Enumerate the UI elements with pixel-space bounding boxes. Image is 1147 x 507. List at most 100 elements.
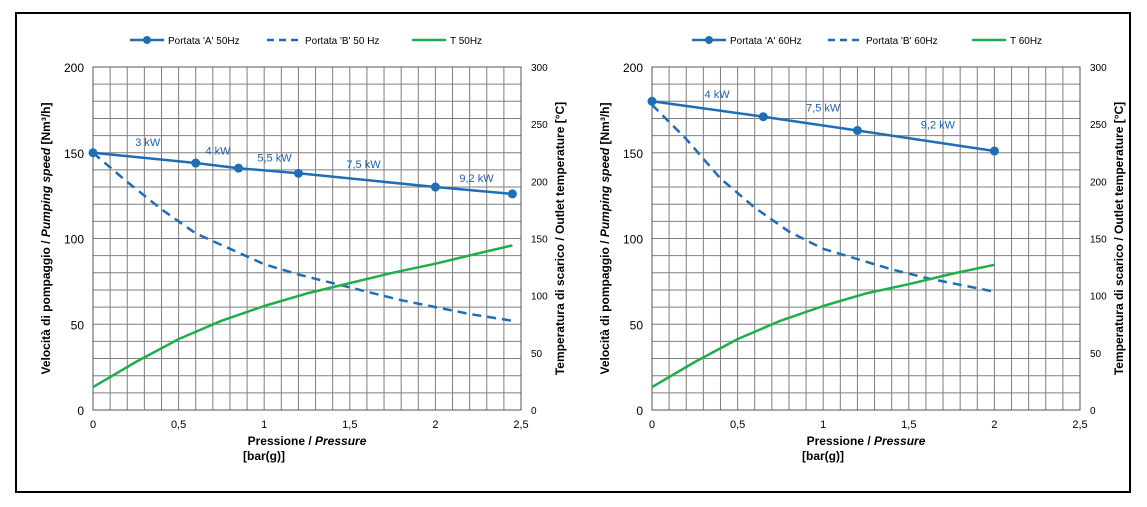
- y-right-axis-label: Temperatura di scarico / Outlet temperat…: [1112, 102, 1126, 375]
- power-annotation: 7,5 kW: [346, 159, 381, 171]
- y-left-axis-label-unit: [Nm³/h]: [598, 102, 612, 147]
- chart-panel-2: 0 0,5 1 1,5 2 2,50501001502000501001502002503…: [598, 36, 1126, 463]
- x-axis-label-italic: Pressure: [315, 434, 367, 448]
- series-marker: [507, 189, 517, 199]
- power-annotation: 7,5 kW: [806, 103, 841, 115]
- y-right-tick-label: 150: [531, 235, 548, 246]
- series-line-3: [651, 263, 995, 389]
- y-right-tick-label: 300: [531, 63, 548, 74]
- series-marker: [234, 163, 244, 173]
- x-axis-label-main: Pressione /: [807, 434, 874, 448]
- legend-label: Portata 'A' 50Hz: [168, 36, 240, 47]
- legend-item: Portata 'B' 60Hz: [828, 36, 938, 47]
- y-left-tick-label: 0: [77, 404, 84, 418]
- series-line-2: [651, 103, 995, 293]
- power-annotation: 9,2 kW: [459, 173, 494, 185]
- y-right-tick-label: 200: [1090, 177, 1107, 188]
- y-right-tick-label: 300: [1090, 63, 1107, 74]
- x-axis-label-main: Pressione /: [248, 434, 315, 448]
- x-tick-label: 0,5: [171, 419, 186, 431]
- plot-border: [651, 66, 1081, 411]
- series-marker: [852, 125, 862, 135]
- x-tick-label: 0: [649, 419, 655, 431]
- x-tick-label: 2: [991, 419, 997, 431]
- power-annotation: 3 kW: [135, 137, 161, 149]
- x-tick-label: 1: [261, 419, 267, 431]
- y-right-tick-label: 0: [531, 406, 537, 417]
- x-axis-label: Pressione / Pressure: [248, 434, 367, 448]
- legend-item: Portata 'B' 50 Hz: [267, 36, 379, 47]
- x-axis-unit: [bar(g)]: [243, 449, 285, 463]
- y-left-axis-label: Velocità di pompaggio / Pumping speed [N…: [598, 102, 612, 374]
- y-left-tick-label: 150: [64, 147, 84, 161]
- y-left-axis-label: Velocità di pompaggio / Pumping speed [N…: [39, 102, 53, 374]
- legend-item: T 50Hz: [412, 36, 482, 47]
- legend-label: Portata 'B' 50 Hz: [305, 36, 379, 47]
- series-2: [92, 151, 513, 323]
- legend-label: Portata 'A' 60Hz: [730, 36, 802, 47]
- series-3: [92, 244, 513, 389]
- y-right-tick-label: 200: [531, 177, 548, 188]
- y-left-tick-label: 50: [71, 318, 85, 332]
- grid: [651, 66, 1081, 411]
- y-right-tick-label: 250: [531, 120, 548, 131]
- legend-label: T 60Hz: [1010, 36, 1042, 47]
- y-left-axis-label-unit: [Nm³/h]: [39, 102, 53, 147]
- x-tick-label: 1,5: [901, 419, 916, 431]
- y-right-tick-label: 100: [531, 292, 548, 303]
- plot-border: [92, 66, 522, 411]
- legend-item: T 60Hz: [972, 36, 1042, 47]
- y-left-tick-label: 200: [64, 61, 84, 75]
- x-tick-label: 2,5: [1072, 419, 1087, 431]
- legend-item: Portata 'A' 50Hz: [130, 36, 240, 47]
- y-left-tick-label: 150: [623, 147, 643, 161]
- y-right-tick-label: 150: [1090, 235, 1107, 246]
- y-left-tick-label: 50: [630, 318, 644, 332]
- chart-panel-1: 0 0,5 1 1,5 2 2,50501001502000501001502002503…: [39, 36, 567, 463]
- x-tick-label: 1: [820, 419, 826, 431]
- legend: Portata 'A' 60Hz Portata 'B' 60Hz T 60Hz: [692, 36, 1042, 47]
- series-marker: [647, 96, 657, 106]
- legend-label: T 50Hz: [450, 36, 482, 47]
- series-line-1: [651, 100, 995, 153]
- y-left-tick-label: 100: [623, 233, 643, 247]
- y-right-tick-label: 100: [1090, 292, 1107, 303]
- y-right-tick-label: 0: [1090, 406, 1096, 417]
- series-line-1: [92, 151, 513, 196]
- grid: [92, 66, 522, 411]
- y-left-axis-label-italic: Pumping speed: [39, 147, 53, 237]
- power-annotation: 9,2 kW: [921, 120, 956, 132]
- x-tick-label: 2,5: [513, 419, 528, 431]
- x-tick-label: 0,5: [730, 419, 745, 431]
- series-marker: [293, 168, 303, 178]
- y-left-tick-label: 200: [623, 61, 643, 75]
- series-marker: [989, 146, 999, 156]
- y-right-axis-label: Temperatura di scarico / Outlet temperat…: [553, 102, 567, 375]
- x-axis-label: Pressione / Pressure: [807, 434, 926, 448]
- x-tick-label: 0: [90, 419, 96, 431]
- power-annotation: 4 kW: [205, 145, 231, 157]
- y-right-tick-label: 50: [1090, 349, 1102, 360]
- x-axis-unit: [bar(g)]: [802, 449, 844, 463]
- y-left-axis-label-main: Velocità di pompaggio /: [39, 237, 53, 374]
- y-left-axis-label-main: Velocità di pompaggio /: [598, 237, 612, 374]
- series-1: [88, 148, 517, 199]
- series-line-2: [92, 151, 513, 323]
- series-1: [647, 96, 999, 156]
- x-axis-label-italic: Pressure: [874, 434, 926, 448]
- legend-marker: [143, 36, 151, 44]
- legend-marker: [705, 36, 713, 44]
- y-right-tick-label: 250: [1090, 120, 1107, 131]
- x-tick-label: 1,5: [342, 419, 357, 431]
- series-marker: [758, 112, 768, 122]
- y-right-tick-label: 50: [531, 349, 543, 360]
- series-marker: [191, 158, 201, 168]
- series-line-3: [92, 244, 513, 389]
- series-2: [651, 103, 995, 293]
- y-left-tick-label: 100: [64, 233, 84, 247]
- y-left-tick-label: 0: [636, 404, 643, 418]
- power-annotation: 4 kW: [705, 89, 731, 101]
- legend: Portata 'A' 50Hz Portata 'B' 50 Hz T 50Hz: [130, 36, 482, 47]
- legend-item: Portata 'A' 60Hz: [692, 36, 802, 47]
